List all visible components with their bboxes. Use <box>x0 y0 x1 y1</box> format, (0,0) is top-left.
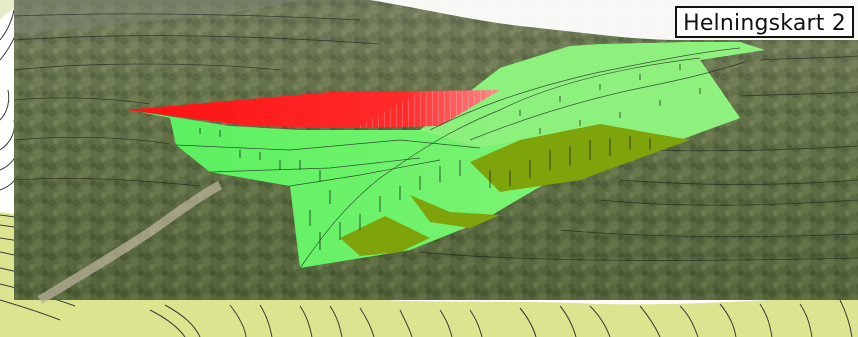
map-title: Helningskart 2 <box>675 6 854 38</box>
slope-direction-marks <box>199 64 701 250</box>
slope-terrace-area-2 <box>410 195 500 228</box>
slope-terrace-area-3 <box>340 216 430 256</box>
slope-gentle-area <box>420 42 765 148</box>
slope-terrace-area-1 <box>470 124 690 192</box>
slope-surface <box>126 42 765 269</box>
surface-contours <box>175 47 746 269</box>
